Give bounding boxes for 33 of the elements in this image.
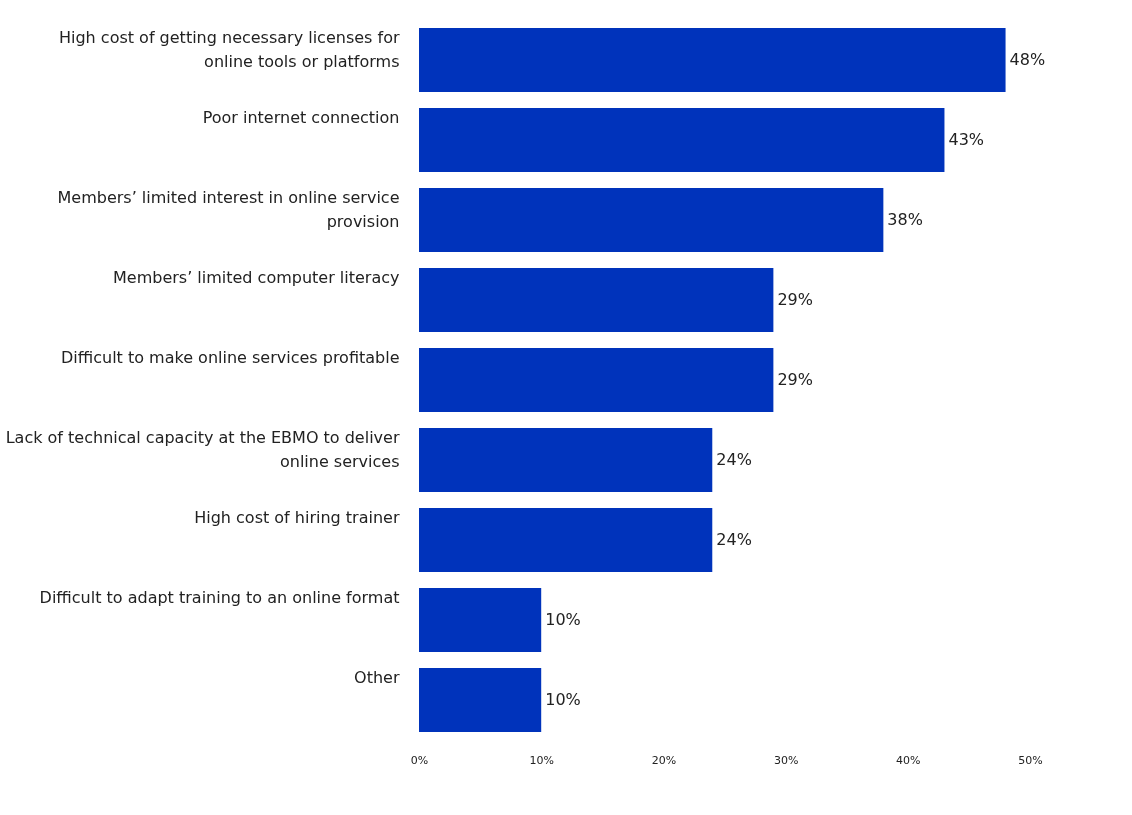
x-tick-label: 50% [1018, 753, 1043, 767]
bar [419, 28, 1006, 92]
data-label: 24% [716, 450, 752, 469]
bar [419, 588, 542, 652]
data-label: 48% [1009, 50, 1046, 69]
x-tick-label: 10% [529, 753, 554, 767]
x-tick-label: 30% [773, 753, 799, 767]
data-label: 10% [545, 610, 581, 629]
data-label: 10% [545, 690, 581, 709]
y-tick-label: Difficult to adapt training to an online format [39, 588, 400, 607]
x-tick-label: 20% [651, 753, 677, 767]
bar [419, 508, 713, 572]
y-tick-label: High cost of getting necessary licenses for online tools or platforms [58, 28, 400, 71]
data-label: 24% [716, 530, 752, 549]
data-label: 38% [887, 210, 923, 229]
bar [419, 268, 774, 332]
bar [419, 348, 774, 412]
x-tick-label: 0% [410, 753, 429, 767]
data-label: 29% [777, 290, 813, 309]
bar [419, 108, 945, 172]
bar [419, 428, 713, 492]
y-tick-label: Difficult to make online services profitable [60, 348, 400, 367]
bar [419, 668, 542, 732]
data-label: 43% [948, 130, 985, 149]
y-tick-label: Members’ limited computer literacy [112, 268, 400, 287]
data-label: 29% [777, 370, 813, 389]
bar [419, 188, 884, 252]
y-tick-label: Other [354, 668, 400, 687]
y-tick-label: Lack of technical capacity at the EBMO to deliver online services [5, 428, 400, 471]
x-tick-label: 40% [896, 753, 921, 767]
y-tick-label: Poor internet connection [202, 108, 400, 127]
y-tick-label: High cost of hiring trainer [194, 508, 400, 527]
y-tick-label: Members’ limited interest in online service provision [57, 188, 400, 231]
